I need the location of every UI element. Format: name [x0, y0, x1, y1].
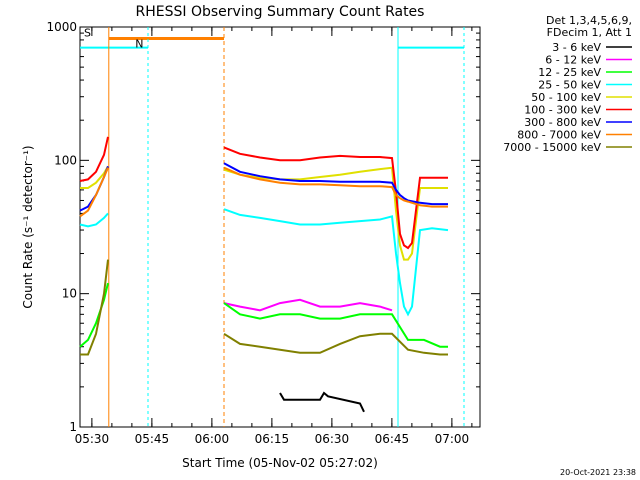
series-line-2	[79, 282, 109, 348]
series-line-2	[223, 302, 448, 348]
x-tick-label: 05:45	[135, 432, 170, 446]
marker-label: N	[135, 38, 143, 51]
annotation-layer: SN	[84, 26, 143, 50]
legend: Det 1,3,4,5,6,9, FDecim 1, Att 1 3 - 6 k…	[503, 14, 632, 154]
chart-title: RHESSI Observing Summary Count Rates	[136, 4, 425, 20]
series-line-1	[223, 298, 393, 312]
legend-entry-label: 6 - 12 keV	[545, 54, 601, 67]
x-tick-label: 05:30	[75, 432, 110, 446]
x-axis: 05:30 05:45 06:00 06:15 06:30 06:45 07:00	[75, 27, 473, 446]
x-axis-label: Start Time (05-Nov-02 05:27:02)	[182, 456, 378, 470]
y-tick-label: 10	[62, 287, 77, 301]
legend-header-line-1: Det 1,3,4,5,6,9,	[546, 14, 632, 27]
x-tick-label: 06:45	[375, 432, 410, 446]
series-line-0	[279, 391, 365, 413]
x-tick-label: 07:00	[435, 432, 470, 446]
marker-label: S	[84, 26, 91, 39]
legend-entry-label: 100 - 300 keV	[524, 104, 601, 117]
series-line-3	[223, 208, 449, 317]
legend-entry-label: 800 - 7000 keV	[517, 129, 601, 142]
y-tick-label: 1	[69, 420, 77, 434]
event-markers	[80, 27, 465, 427]
x-tick-label: 06:00	[195, 432, 230, 446]
legend-entry-label: 3 - 6 keV	[552, 41, 601, 54]
series-line-5	[223, 146, 448, 250]
series-line-7	[79, 167, 109, 218]
series-layer	[79, 136, 449, 413]
series-line-3	[79, 212, 109, 228]
legend-entry-label: 300 - 800 keV	[524, 116, 601, 129]
legend-entry-label: 25 - 50 keV	[538, 79, 601, 92]
x-tick-label: 06:15	[255, 432, 290, 446]
y-tick-label: 100	[54, 153, 77, 167]
generated-date: 20-Oct-2021 23:38	[560, 468, 636, 477]
series-line-8	[80, 259, 109, 356]
legend-entry-label: 12 - 25 keV	[538, 66, 601, 79]
series-line-6	[223, 162, 448, 206]
legend-header-line-2: FDecim 1, Att 1	[547, 26, 632, 39]
plot-frame	[79, 26, 481, 428]
series-line-5	[79, 136, 109, 182]
y-axis-label: Count Rate (s⁻¹ detector⁻¹)	[21, 145, 35, 308]
x-tick-label: 06:30	[315, 432, 350, 446]
y-axis: 1 10 100 1000	[46, 20, 480, 434]
series-line-8	[223, 332, 448, 356]
series-line-7	[223, 166, 448, 208]
y-tick-label: 1000	[46, 20, 77, 34]
legend-entry-label: 50 - 100 keV	[531, 91, 601, 104]
legend-entry-label: 7000 - 15000 keV	[503, 141, 601, 154]
